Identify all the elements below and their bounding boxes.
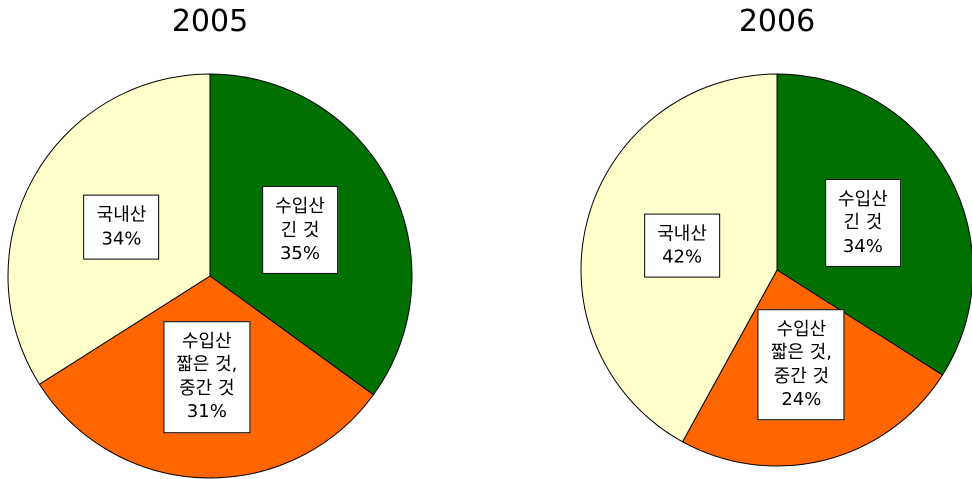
value-label: 31% [186, 401, 227, 423]
category-label: 수입산 긴 것 [838, 188, 888, 234]
slice-label: 수입산 짧은 것, 중간 것 24% [757, 309, 845, 421]
value-label: 34% [842, 235, 883, 257]
chart-title: 2006 [738, 4, 816, 39]
category-label: 수입산 짧은 것, 중간 것 [176, 331, 238, 399]
slice-label: 수입산 긴 것 34% [825, 178, 901, 267]
chart-title: 2005 [171, 4, 249, 39]
category-label: 수입산 짧은 것, 중간 것 [770, 319, 832, 387]
slice-label: 수입산 긴 것 35% [262, 186, 338, 275]
value-label: 24% [781, 389, 822, 411]
category-label: 국내산 [657, 223, 707, 245]
slice-label: 국내산 42% [644, 213, 720, 279]
slice-label: 국내산 34% [83, 194, 160, 260]
category-label: 수입산 긴 것 [275, 196, 325, 241]
category-label: 국내산 [96, 204, 147, 226]
value-label: 34% [101, 228, 142, 250]
value-label: 42% [662, 246, 703, 268]
value-label: 35% [279, 242, 320, 264]
slice-label: 수입산 짧은 것, 중간 것 31% [163, 321, 251, 433]
